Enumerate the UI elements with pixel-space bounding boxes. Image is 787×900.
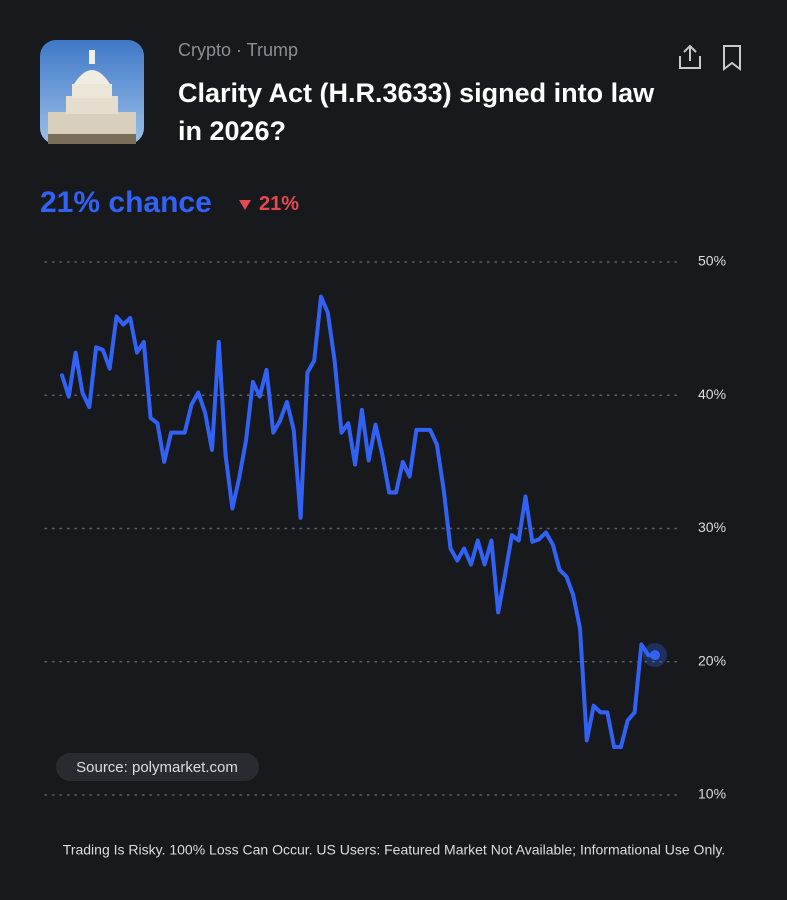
y-tick-label: 30% [698, 519, 726, 535]
disclaimer: Trading Is Risky. 100% Loss Can Occur. U… [63, 842, 725, 858]
category: Crypto · Trump [178, 40, 299, 60]
y-tick-label: 40% [698, 386, 726, 402]
end-point [650, 650, 660, 661]
line [60, 294, 657, 749]
chance: 21% chance [40, 186, 212, 219]
share-button[interactable] [679, 44, 701, 69]
source-pill [56, 753, 259, 781]
change: 21% [259, 193, 300, 215]
market-image [40, 40, 144, 144]
source: Source: polymarket.com [76, 759, 238, 776]
y-tick-label: 20% [698, 652, 726, 668]
down-arrow [239, 200, 251, 210]
market-title: Clarity Act (H.R.3633) signed into law i… [178, 78, 655, 146]
y-tick-label: 50% [698, 253, 726, 269]
y-tick-label: 10% [698, 786, 726, 802]
actions [679, 44, 741, 71]
bookmark-button[interactable] [723, 45, 741, 71]
